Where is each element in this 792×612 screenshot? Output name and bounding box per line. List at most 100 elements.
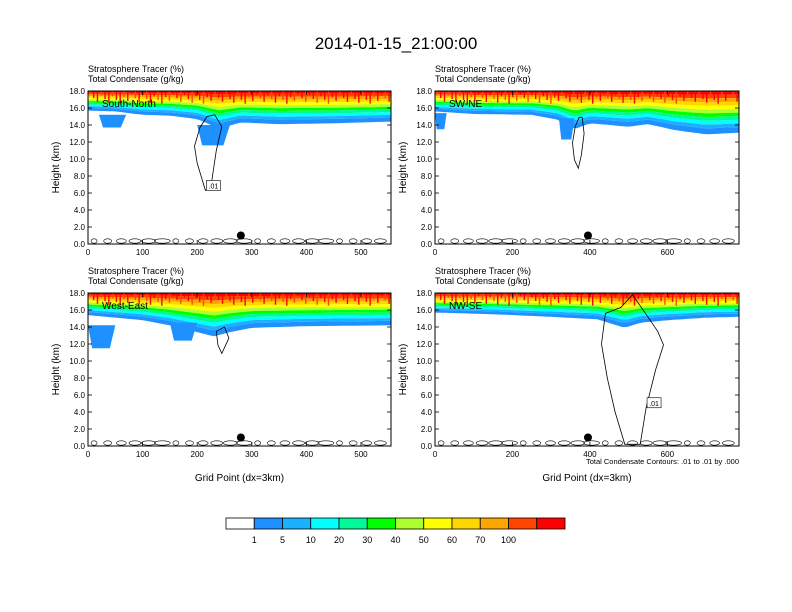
tracer-band-4 [435, 98, 739, 110]
colorbar-swatch [366, 517, 396, 530]
plot-area [88, 293, 391, 446]
plot-area [435, 91, 739, 244]
y-tick-label: 16.0 [69, 306, 85, 315]
panel-west-east: West-East Stratosphere Tracer (%)Total Co… [51, 266, 392, 484]
y-tick-label: 18.0 [69, 289, 85, 298]
surface-contour [267, 238, 276, 244]
colorbar-label: 1 [252, 535, 257, 545]
plot-area: .01 [88, 91, 391, 244]
field-label-tracer: Stratosphere Tracer (%) [88, 266, 184, 276]
colorbar-swatch [338, 517, 368, 530]
y-tick-label: 8.0 [421, 172, 433, 181]
colorbar-label: 40 [390, 535, 400, 545]
colorbar-swatch [423, 517, 453, 530]
y-tick-label: 18.0 [69, 87, 85, 96]
tracer-band-8 [88, 308, 391, 327]
tracer-band-2 [435, 296, 739, 302]
y-tick-label: 10.0 [69, 357, 85, 366]
colorbar-swatch [451, 517, 481, 530]
surface-contour [141, 238, 156, 244]
x-tick-label: 400 [300, 450, 314, 459]
surface-contour [197, 440, 209, 446]
tracer-band-9 [88, 106, 391, 124]
tracer-patch [88, 325, 116, 349]
y-tick-label: 14.0 [69, 121, 85, 130]
x-tick-label: 400 [300, 248, 314, 257]
y-tick-label: 16.0 [416, 306, 432, 315]
colorbar-label: 10 [306, 535, 316, 545]
surface-contour [348, 238, 358, 244]
contour-label-box [646, 397, 662, 409]
plot-frame [87, 292, 392, 447]
surface-contour [223, 440, 238, 446]
tracer-band-3 [435, 96, 739, 106]
y-tick-label: 2.0 [74, 223, 86, 232]
panel-south-north: .01 South-North Stratosphere Tracer (%)Tot… [51, 64, 392, 257]
x-tick-label: 300 [245, 248, 259, 257]
tracer-band-3 [435, 298, 739, 305]
surface-contour [583, 238, 600, 244]
field-label-condensate: Total Condensate (g/kg) [435, 276, 531, 286]
tracer-band-8 [435, 105, 739, 125]
surface-contour [601, 238, 609, 244]
surface-contour [103, 440, 112, 446]
tracer-band-7 [435, 304, 739, 317]
surface-contour [185, 238, 194, 244]
tracer-band-1 [88, 294, 391, 301]
tracer-band-2 [435, 94, 739, 103]
x-tick-label: 200 [506, 248, 520, 257]
surface-contour [153, 238, 171, 244]
field-label-tracer: Stratosphere Tracer (%) [435, 266, 531, 276]
surface-contour [304, 440, 320, 446]
plot-area: .01 [435, 293, 739, 446]
panel-title: West-East [102, 301, 148, 312]
x-tick-label: 600 [661, 248, 675, 257]
location-marker [236, 231, 245, 240]
surface-contour [374, 440, 387, 446]
colorbar-label: 20 [334, 535, 344, 545]
tracer-band-5 [88, 302, 391, 316]
tracer-band-5 [435, 99, 739, 114]
colorbar-swatch [395, 517, 425, 530]
tracer-band-9 [88, 310, 391, 331]
surface-contour [627, 440, 638, 446]
x-tick-label: 500 [354, 248, 368, 257]
tracer-band-7 [88, 102, 391, 117]
surface-contour [545, 238, 556, 244]
location-marker [583, 433, 592, 442]
surface-contour [501, 238, 518, 244]
surface-contour [317, 238, 335, 244]
y-tick-label: 12.0 [416, 340, 432, 349]
surface-contour [90, 238, 98, 244]
surface-contour [696, 238, 706, 244]
field-label-condensate: Total Condensate (g/kg) [435, 74, 531, 84]
surface-contour [488, 238, 504, 244]
surface-contour [639, 440, 653, 446]
surface-contour [557, 440, 571, 446]
tracer-band-10 [435, 108, 739, 135]
colorbar-label: 60 [447, 535, 457, 545]
surface-contour [254, 440, 261, 446]
colorbar-label: 30 [362, 535, 372, 545]
surface-contour [652, 440, 668, 446]
x-tick-label: 400 [583, 248, 597, 257]
tracer-band-5 [88, 99, 391, 111]
surface-contour [614, 238, 624, 244]
surface-contour [475, 440, 489, 446]
colorbar-swatch [282, 517, 312, 530]
colorbar-label: 100 [501, 535, 516, 545]
tracer-band-6 [435, 101, 739, 118]
panel-title: SW-NE [449, 99, 482, 110]
surface-contour [639, 238, 653, 244]
y-tick-label: 14.0 [69, 323, 85, 332]
tracer-band-2 [88, 94, 391, 101]
tracer-patch [98, 114, 127, 128]
tracer-band-7 [88, 306, 391, 323]
surface-contour [614, 440, 624, 446]
surface-contour [532, 440, 542, 446]
surface-contour [348, 440, 358, 446]
y-tick-label: 6.0 [74, 189, 86, 198]
surface-contour [336, 238, 343, 244]
tracer-band-5 [435, 301, 739, 311]
y-tick-label: 10.0 [69, 155, 85, 164]
